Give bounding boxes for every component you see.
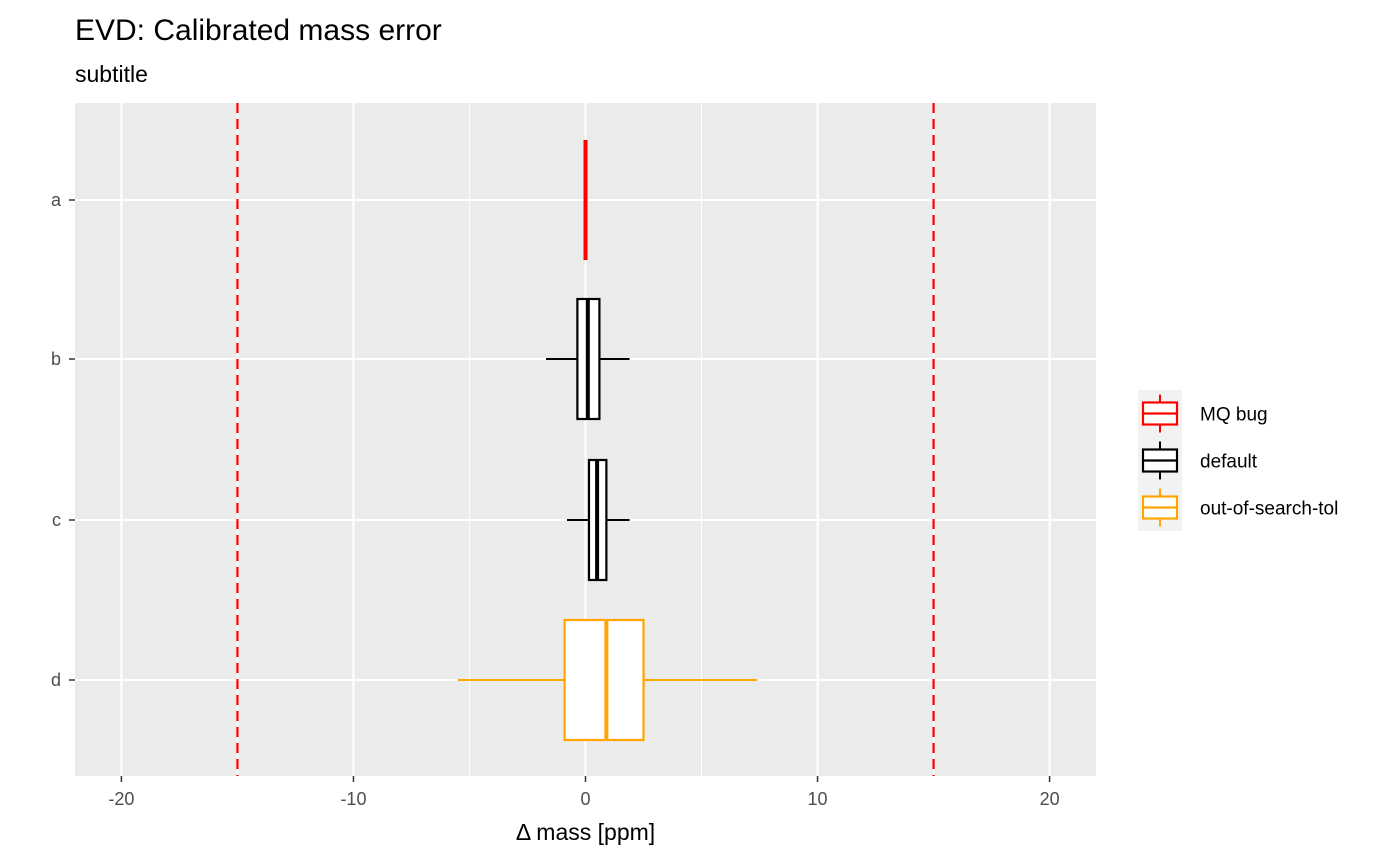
y-tick-label: d bbox=[51, 670, 61, 690]
legend-entry: MQ bug bbox=[1141, 394, 1268, 433]
x-tick-label: -10 bbox=[340, 789, 366, 809]
chart-subtitle: subtitle bbox=[75, 61, 148, 87]
box-c bbox=[566, 458, 630, 582]
box-iqr bbox=[563, 618, 645, 742]
x-tick-label: 20 bbox=[1040, 789, 1060, 809]
box-d bbox=[457, 618, 758, 742]
x-axis-title: Δ mass [ppm] bbox=[516, 819, 655, 845]
axes: -20 -10 0 10 20 a b c d bbox=[51, 190, 1060, 809]
legend: MQ bug default out-of-search-tol bbox=[1138, 390, 1338, 531]
y-tick-label: b bbox=[51, 349, 61, 369]
box-b bbox=[546, 297, 630, 421]
legend-label: default bbox=[1200, 452, 1258, 473]
legend-label: out-of-search-tol bbox=[1200, 499, 1338, 520]
legend-entry: out-of-search-tol bbox=[1141, 488, 1338, 527]
y-tick-label: c bbox=[52, 510, 61, 530]
reference-lines bbox=[236, 103, 935, 776]
legend-entry: default bbox=[1141, 441, 1258, 480]
y-tick-label: a bbox=[51, 190, 62, 210]
boxplots bbox=[457, 140, 758, 742]
x-tick-label: 0 bbox=[580, 789, 590, 809]
x-tick-label: -20 bbox=[108, 789, 134, 809]
legend-label: MQ bug bbox=[1200, 405, 1268, 426]
x-tick-label: 10 bbox=[808, 789, 828, 809]
chart-title: EVD: Calibrated mass error bbox=[75, 14, 442, 47]
